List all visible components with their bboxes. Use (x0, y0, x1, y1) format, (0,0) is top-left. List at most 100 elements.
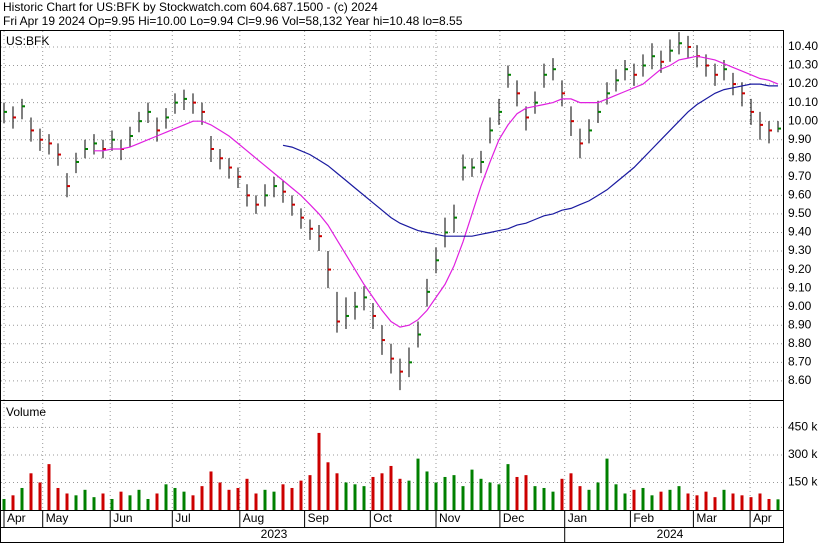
volume-bar (245, 478, 249, 510)
volume-bar (416, 458, 420, 510)
volume-bar (659, 491, 663, 510)
volume-bar (353, 484, 357, 510)
volume-bar (677, 486, 681, 510)
chart-subtitle: Fri Apr 19 2024 Op=9.95 Hi=10.00 Lo=9.94… (3, 14, 463, 28)
volume-bar (344, 482, 348, 510)
x-tick-label: Apr (7, 511, 26, 525)
volume-bar (380, 473, 384, 510)
x-tick-label: May (46, 511, 69, 525)
volume-bar (623, 493, 627, 510)
volume-bar (326, 462, 330, 510)
volume-bar (524, 475, 528, 510)
y-tick-label: 150 k (788, 475, 818, 489)
x-tick-label: Jul (175, 511, 190, 525)
y-tick-label: 9.40 (788, 225, 812, 239)
y-tick-label: 9.60 (788, 188, 812, 202)
moving-average (94, 55, 779, 328)
x-tick-label: Nov (439, 511, 460, 525)
y-tick-label: 300 k (788, 447, 818, 461)
volume-bar (389, 465, 393, 510)
y-tick-label: 10.10 (788, 95, 818, 109)
symbol-label: US:BFK (6, 34, 49, 48)
y-tick-label: 8.70 (788, 355, 812, 369)
volume-bar (551, 491, 555, 510)
x-tick-label: Feb (633, 511, 654, 525)
volume-bar (317, 432, 321, 510)
volume-bar (488, 482, 492, 510)
x-tick-label: Sep (308, 511, 330, 525)
volume-bar (470, 469, 474, 510)
year-label: 2023 (261, 527, 288, 541)
volume-bar (767, 498, 771, 510)
volume-bar (236, 487, 240, 510)
volume-bar (335, 473, 339, 510)
y-tick-label: 8.90 (788, 317, 812, 331)
volume-bar (695, 495, 699, 510)
volume-bar (632, 489, 636, 510)
volume-bar (254, 493, 258, 510)
volume-bar (461, 486, 465, 510)
volume-bar (506, 464, 510, 510)
volume-bar (56, 487, 60, 510)
volume-bar (92, 497, 96, 510)
volume-bar (704, 491, 708, 510)
volume-bar (434, 482, 438, 510)
y-tick-label: 9.90 (788, 132, 812, 146)
volume-bar (47, 464, 51, 510)
volume-bar (443, 476, 447, 510)
volume-bar (515, 476, 519, 510)
volume-bar (29, 473, 33, 510)
volume-bar (560, 478, 564, 510)
x-tick-label: Oct (373, 511, 392, 525)
y-tick-label: 9.80 (788, 150, 812, 164)
volume-bar (713, 497, 717, 510)
volume-bar (164, 484, 168, 510)
volume-bar (155, 493, 159, 510)
y-tick-label: 8.80 (788, 336, 812, 350)
volume-bar (146, 498, 150, 510)
x-tick-label: Aug (243, 511, 264, 525)
volume-bar (569, 473, 573, 510)
x-tick-label: Mar (696, 511, 717, 525)
volume-bar (479, 478, 483, 510)
volume-bar (182, 491, 186, 510)
volume-bar (200, 486, 204, 510)
volume-bar (20, 487, 24, 510)
volume-bar (362, 486, 366, 510)
volume-bar (263, 489, 267, 510)
volume-bar (722, 489, 726, 510)
y-tick-label: 10.00 (788, 113, 818, 127)
volume-bar (614, 484, 618, 510)
volume-bar (533, 486, 537, 510)
y-tick-label: 9.70 (788, 169, 812, 183)
y-tick-label: 10.20 (788, 76, 818, 90)
y-tick-label: 10.40 (788, 39, 818, 53)
volume-bar (425, 471, 429, 510)
x-tick-label: Jun (113, 511, 132, 525)
volume-bar (173, 487, 177, 510)
volume-bar (290, 487, 294, 510)
volume-bar (578, 486, 582, 510)
volume-bar (83, 489, 87, 510)
volume-bar (209, 471, 213, 510)
volume-bar (668, 489, 672, 510)
volume-bar (119, 491, 123, 510)
x-tick-label: Dec (503, 511, 524, 525)
volume-bar (11, 495, 15, 510)
volume-bar (596, 482, 600, 510)
volume-bar (407, 480, 411, 510)
volume-bar (497, 484, 501, 510)
volume-bar (137, 489, 141, 510)
volume-bar (101, 493, 105, 510)
x-tick-label: Apr (753, 511, 772, 525)
y-tick-label: 9.30 (788, 243, 812, 257)
volume-bar (605, 458, 609, 510)
volume-bar (110, 498, 114, 510)
volume-bar (272, 491, 276, 510)
year-label: 2024 (657, 527, 684, 541)
y-tick-label: 450 k (788, 420, 818, 434)
volume-bar (308, 475, 312, 510)
volume-bar (749, 497, 753, 510)
